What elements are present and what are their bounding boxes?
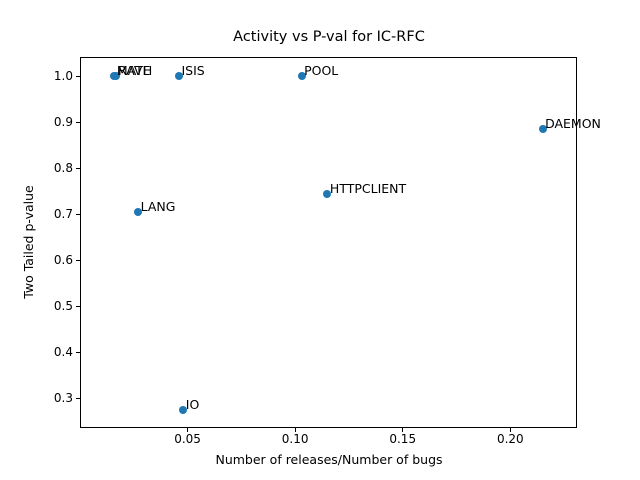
data-point xyxy=(323,189,332,198)
y-tick-mark xyxy=(76,397,80,399)
y-tick-label: 0.6 xyxy=(53,253,73,268)
y-tick-label: 0.9 xyxy=(53,115,73,130)
y-tick-label: 0.3 xyxy=(53,391,73,406)
y-tick-label: 0.8 xyxy=(53,161,73,176)
x-tick-mark xyxy=(294,428,296,432)
y-tick-label: 0.7 xyxy=(53,207,73,222)
y-tick-label: 0.4 xyxy=(53,345,73,360)
x-tick-mark xyxy=(509,428,511,432)
y-tick-mark xyxy=(76,259,80,261)
data-point xyxy=(179,405,188,414)
point-label: IO xyxy=(185,396,200,412)
data-point xyxy=(110,72,119,81)
point-label: HTTPCLIENT xyxy=(329,180,407,196)
data-point xyxy=(538,125,547,134)
point-label: ISIS xyxy=(181,63,205,79)
x-tick-label: 0.10 xyxy=(281,432,309,446)
y-tick-label: 0.5 xyxy=(53,299,73,314)
data-point xyxy=(174,72,183,81)
y-tick-mark xyxy=(76,167,80,169)
point-label: POOL xyxy=(304,63,339,79)
data-point xyxy=(134,207,143,216)
point-label: RAVE xyxy=(118,63,151,79)
point-label: MATH xyxy=(116,63,153,79)
x-tick-label: 0.15 xyxy=(389,432,417,446)
x-tick-label: 0.20 xyxy=(496,432,524,446)
x-tick-mark xyxy=(402,428,404,432)
y-tick-mark xyxy=(76,305,80,307)
plot-area xyxy=(80,57,577,428)
chart-title: Activity vs P-val for IC-RFC xyxy=(233,29,425,45)
point-label: DAEMON xyxy=(545,116,601,132)
x-tick-label: 0.05 xyxy=(174,432,201,446)
x-tick-mark xyxy=(187,428,189,432)
y-tick-mark xyxy=(76,75,80,77)
y-tick-mark xyxy=(76,351,80,353)
point-label: LANG xyxy=(140,198,176,214)
x-axis-label: Number of releases/Number of bugs xyxy=(215,452,443,467)
y-tick-label: 1.0 xyxy=(53,69,73,84)
data-point xyxy=(297,72,306,81)
y-tick-mark xyxy=(76,213,80,215)
y-tick-mark xyxy=(76,121,80,123)
